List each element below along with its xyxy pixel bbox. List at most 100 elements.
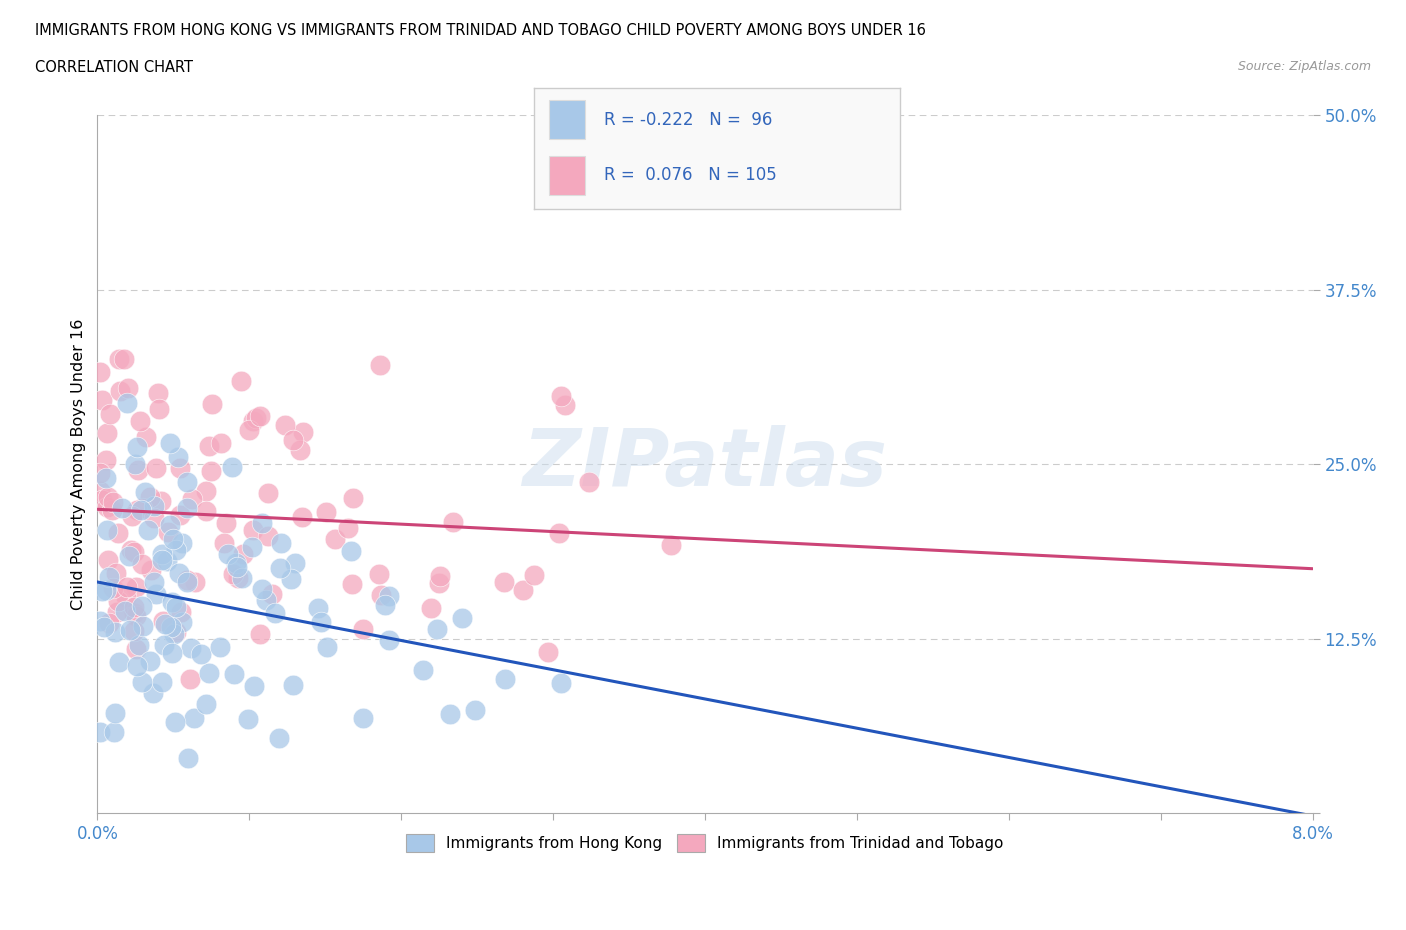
Point [124,605,146,620]
Point [200,464,222,479]
Point [125,658,148,673]
Point [143,510,166,525]
Point [339,543,361,558]
Point [125,579,148,594]
Point [124,457,146,472]
Point [135,430,157,445]
Text: Source: ZipAtlas.com: Source: ZipAtlas.com [1237,60,1371,73]
Point [217,547,239,562]
Point [537,644,560,659]
Point [148,402,170,417]
Point [90,493,112,508]
Point [245,411,267,426]
Point [104,705,127,720]
Point [110,500,132,515]
Point [150,547,173,562]
Point [198,666,221,681]
Point [139,562,162,577]
Point [152,614,174,629]
Point [94,582,117,597]
Point [163,714,186,729]
Point [309,615,332,630]
Point [240,539,263,554]
Point [315,640,337,655]
Point [153,617,176,631]
Point [108,655,131,670]
Point [412,662,434,677]
Point [550,676,572,691]
Point [441,515,464,530]
Point [108,383,131,398]
Point [176,572,198,587]
Point [215,516,238,531]
Point [93,619,115,634]
Point [97,489,120,504]
Point [269,561,291,576]
Point [138,522,160,537]
Point [283,677,305,692]
Point [512,582,534,597]
Point [659,538,682,552]
Point [236,711,259,726]
Point [250,516,273,531]
Point [367,566,389,581]
Point [170,615,193,630]
Point [127,463,149,478]
Point [190,646,212,661]
Point [159,517,181,532]
Point [176,500,198,515]
Point [152,553,174,568]
Point [97,552,120,567]
Point [145,460,167,475]
Point [429,569,451,584]
Point [291,509,314,524]
Point [176,474,198,489]
Point [139,490,162,505]
Point [291,425,314,440]
Point [464,702,486,717]
Point [129,502,152,517]
Point [142,498,165,513]
Point [242,413,264,428]
Point [308,601,330,616]
Point [105,566,128,581]
Point [262,586,284,601]
Point [98,570,121,585]
Point [100,502,122,517]
Point [494,575,516,590]
Point [208,640,231,655]
Point [267,730,290,745]
Point [115,579,138,594]
Point [103,724,125,739]
Point [374,598,396,613]
Point [122,545,145,560]
Point [554,397,576,412]
Point [195,697,218,711]
Point [450,611,472,626]
Point [197,439,219,454]
Point [226,570,249,585]
Point [96,499,118,514]
Point [378,633,401,648]
Point [142,575,165,590]
Point [231,571,253,586]
Point [169,508,191,523]
Point [340,577,363,591]
Text: R =  0.076   N = 105: R = 0.076 N = 105 [603,166,776,184]
Point [107,352,129,366]
Point [167,449,190,464]
Point [98,406,121,421]
Point [179,672,201,687]
Point [212,536,235,551]
Point [170,604,193,619]
Point [274,418,297,432]
Point [152,675,174,690]
Point [194,504,217,519]
Point [250,581,273,596]
Point [254,592,277,607]
Point [150,494,173,509]
Point [169,460,191,475]
Text: ZIPatlas: ZIPatlas [523,425,887,503]
Text: CORRELATION CHART: CORRELATION CHART [35,60,193,74]
Point [125,439,148,454]
